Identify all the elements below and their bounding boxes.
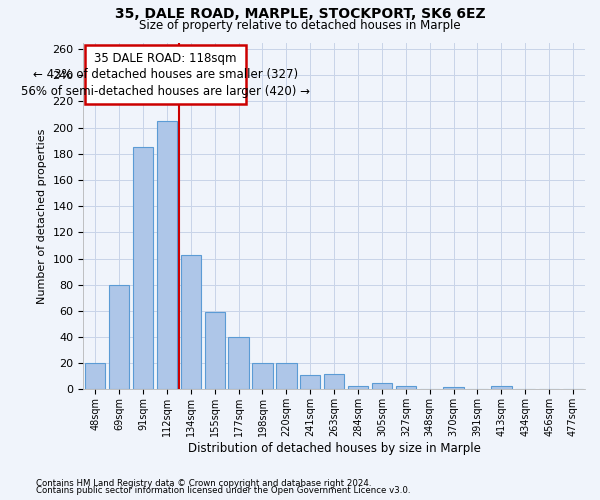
Bar <box>372 383 392 390</box>
Bar <box>300 375 320 390</box>
Y-axis label: Number of detached properties: Number of detached properties <box>37 128 47 304</box>
Bar <box>85 363 106 390</box>
Text: 56% of semi-detached houses are larger (420) →: 56% of semi-detached houses are larger (… <box>21 84 310 98</box>
Text: 35, DALE ROAD, MARPLE, STOCKPORT, SK6 6EZ: 35, DALE ROAD, MARPLE, STOCKPORT, SK6 6E… <box>115 8 485 22</box>
Bar <box>324 374 344 390</box>
Text: Contains HM Land Registry data © Crown copyright and database right 2024.: Contains HM Land Registry data © Crown c… <box>36 478 371 488</box>
Bar <box>109 284 130 390</box>
Bar <box>229 337 249 390</box>
Bar <box>491 386 512 390</box>
Text: 35 DALE ROAD: 118sqm: 35 DALE ROAD: 118sqm <box>94 52 237 64</box>
Bar <box>348 386 368 390</box>
Bar <box>253 363 272 390</box>
Text: Size of property relative to detached houses in Marple: Size of property relative to detached ho… <box>139 19 461 32</box>
Text: ← 43% of detached houses are smaller (327): ← 43% of detached houses are smaller (32… <box>33 68 298 81</box>
Text: Contains public sector information licensed under the Open Government Licence v3: Contains public sector information licen… <box>36 486 410 495</box>
Bar <box>133 147 153 390</box>
Bar <box>157 121 177 390</box>
X-axis label: Distribution of detached houses by size in Marple: Distribution of detached houses by size … <box>188 442 481 455</box>
Bar <box>205 312 225 390</box>
FancyBboxPatch shape <box>85 45 246 104</box>
Bar <box>181 254 201 390</box>
Bar <box>395 386 416 390</box>
Bar <box>276 363 296 390</box>
Bar <box>443 387 464 390</box>
